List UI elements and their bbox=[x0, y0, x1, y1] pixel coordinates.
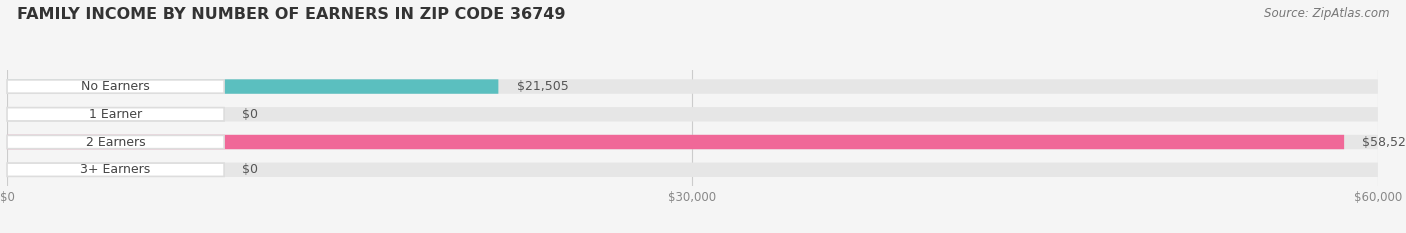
FancyBboxPatch shape bbox=[7, 135, 224, 149]
FancyBboxPatch shape bbox=[7, 108, 224, 121]
Text: Source: ZipAtlas.com: Source: ZipAtlas.com bbox=[1264, 7, 1389, 20]
FancyBboxPatch shape bbox=[7, 107, 1378, 121]
Text: $21,505: $21,505 bbox=[516, 80, 568, 93]
FancyBboxPatch shape bbox=[7, 163, 1378, 177]
Text: FAMILY INCOME BY NUMBER OF EARNERS IN ZIP CODE 36749: FAMILY INCOME BY NUMBER OF EARNERS IN ZI… bbox=[17, 7, 565, 22]
FancyBboxPatch shape bbox=[7, 80, 224, 93]
Text: 1 Earner: 1 Earner bbox=[89, 108, 142, 121]
Text: 3+ Earners: 3+ Earners bbox=[80, 163, 150, 176]
Text: $0: $0 bbox=[242, 108, 259, 121]
Text: $58,523: $58,523 bbox=[1362, 136, 1406, 148]
FancyBboxPatch shape bbox=[7, 163, 224, 176]
Text: No Earners: No Earners bbox=[82, 80, 150, 93]
FancyBboxPatch shape bbox=[7, 79, 498, 94]
FancyBboxPatch shape bbox=[7, 135, 1378, 149]
Text: 2 Earners: 2 Earners bbox=[86, 136, 145, 148]
FancyBboxPatch shape bbox=[7, 135, 1344, 149]
FancyBboxPatch shape bbox=[7, 79, 1378, 94]
Text: $0: $0 bbox=[242, 163, 259, 176]
